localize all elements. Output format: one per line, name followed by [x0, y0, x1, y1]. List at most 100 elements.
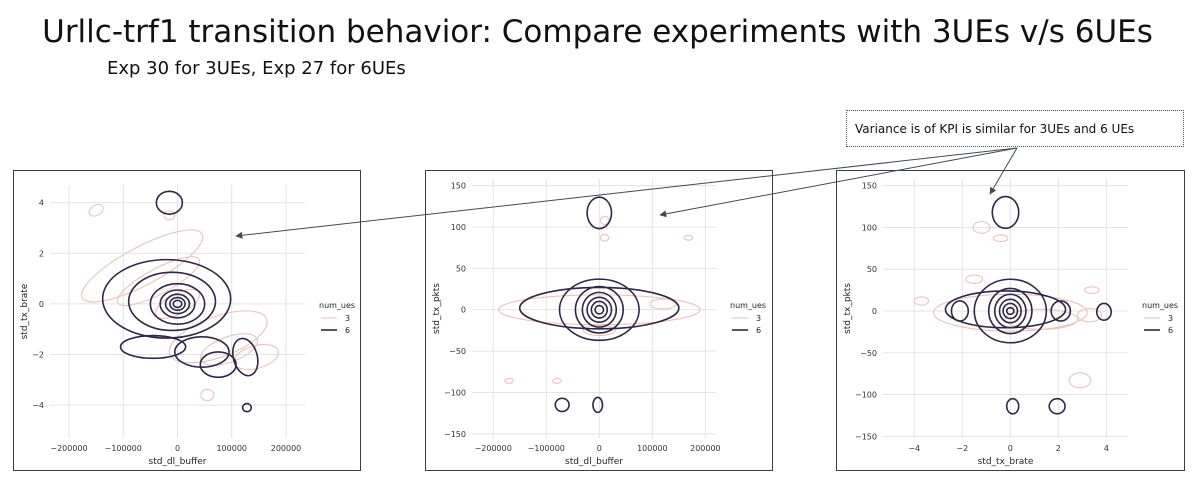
- chart-2: −200000 −100000 0 100000 200000 −150 −100 −50 0 5…: [432, 179, 766, 467]
- c3-legend-label-6: 6: [1168, 326, 1173, 335]
- c1-contour-ues6-1: [127, 271, 217, 332]
- c2-contour-ues3-5: [504, 377, 514, 384]
- c2-xlabel: std_dl_buffer: [565, 457, 623, 467]
- c2-xtick-3: 100000: [637, 444, 668, 453]
- c1-contour-ues6-3: [159, 289, 196, 319]
- c2-legend-label-6: 6: [756, 326, 761, 335]
- c1-contour-ues6-7: [155, 190, 184, 215]
- c3-contour-ues3-6: [992, 234, 1009, 243]
- c1-ytick-2: 0: [39, 300, 44, 309]
- chart-panel-2: −200000 −100000 0 100000 200000 −150 −100 −50 0 5…: [425, 170, 773, 471]
- c3-xtick-1: −2: [956, 444, 968, 453]
- c2-ytick-2: −50: [449, 347, 466, 356]
- c3-contour-ues6-11: [1005, 397, 1020, 415]
- c1-contour-ues6-8: [119, 334, 187, 360]
- c1-contour-ues6-12: [241, 402, 253, 413]
- c1-ytick-1: −2: [32, 351, 44, 360]
- c3-ytick-0: −150: [855, 432, 877, 441]
- c3-contour-ues6-10: [991, 195, 1020, 230]
- c1-xlabel: std_dl_buffer: [149, 457, 207, 467]
- c3-xtick-2: 0: [1008, 444, 1013, 453]
- c3-contour-ues3-7: [1068, 372, 1092, 389]
- c3-contour-ues6-9: [1095, 302, 1112, 321]
- c2-contour-ues6-2: [574, 285, 624, 334]
- slide-title: Urllc-trf1 transition behavior: Compare …: [42, 14, 1153, 50]
- c1-legend-label-6: 6: [345, 326, 350, 335]
- c3-contour-ues6-2: [987, 287, 1033, 335]
- c3-contour-ues6-5: [1002, 302, 1019, 320]
- c2-xtick-0: −200000: [475, 444, 512, 453]
- c3-ytick-1: −100: [855, 391, 877, 400]
- c1-xtick-2: 0: [175, 444, 180, 453]
- c1-contour-ues6-5: [169, 296, 186, 312]
- c1-contour-ues6-0: [101, 258, 232, 339]
- c1-contour-ues3-1: [81, 229, 204, 303]
- c1-contour-ues3-4: [168, 310, 268, 364]
- c1-xtick-1: −100000: [105, 444, 142, 453]
- c3-xtick-0: −4: [908, 444, 920, 453]
- chart-panel-1: −200000 −100000 0 100000 200000 −4 −2 0 2 4 std_dl…: [13, 170, 361, 471]
- c3-contour-ues3-3: [965, 274, 984, 284]
- c2-contour-ues3-4: [683, 234, 694, 241]
- c3-ytick-4: 50: [867, 265, 877, 274]
- c2-contour-ues6-6: [594, 304, 605, 315]
- c1-xtick-3: 100000: [216, 444, 247, 453]
- c1-contour-ues3-2: [116, 256, 201, 307]
- c2-ytick-1: −100: [444, 388, 466, 397]
- c3-legend-title: num_ues: [1142, 301, 1178, 310]
- c3-contour-ues3-5: [972, 221, 991, 234]
- c3-contour-ues6-3: [993, 293, 1027, 329]
- c2-contour-ues3-2: [599, 215, 610, 226]
- c1-contour-ues3-0: [88, 203, 104, 217]
- chart-3: −4 −2 0 2 4 −150 −100 −50 0 50 100 150 std_tx_brate s…: [843, 179, 1178, 467]
- c2-legend-title: num_ues: [730, 301, 766, 310]
- c3-contour-ues6-6: [1005, 306, 1015, 316]
- c3-ytick-2: −50: [860, 349, 877, 358]
- c2-ytick-4: 50: [456, 264, 466, 273]
- c3-contour-ues3-2: [1077, 307, 1103, 323]
- c3-xtick-3: 2: [1056, 444, 1061, 453]
- c1-ytick-4: 4: [39, 199, 44, 208]
- c3-ytick-5: 100: [862, 223, 877, 232]
- c2-contour-ues3-6: [552, 377, 562, 384]
- c1-xtick-4: 200000: [271, 444, 302, 453]
- chart-1: −200000 −100000 0 100000 200000 −4 −2 0 2 4 std_dl…: [20, 185, 355, 467]
- c3-contour-ues3-4: [913, 296, 930, 306]
- arrow-to-chart-1: [235, 147, 1018, 239]
- c2-ylabel: std_tx_pkts: [432, 283, 442, 334]
- c3-xlabel: std_tx_brate: [978, 457, 1034, 467]
- c2-contour-ues6-5: [590, 300, 609, 319]
- c1-ylabel: std_tx_brate: [20, 283, 30, 339]
- c2-contour-ues3-0: [497, 294, 701, 326]
- c1-contour-ues6-6: [172, 299, 183, 309]
- slide-subtitle: Exp 30 for 3UEs, Exp 27 for 6UEs: [107, 58, 406, 79]
- c2-ytick-6: 150: [451, 182, 466, 191]
- callout-box: Variance is of KPI is similar for 3UEs a…: [846, 110, 1184, 147]
- c1-legend-label-3: 3: [345, 314, 350, 323]
- c1-contour-ues6-11: [231, 337, 259, 377]
- c1-contour-ues3-8: [163, 210, 176, 221]
- c2-legend-label-3: 3: [756, 314, 761, 323]
- c3-ytick-3: 0: [872, 307, 877, 316]
- arrow-to-chart-2: [659, 147, 1018, 218]
- c2-ytick-5: 100: [451, 223, 466, 232]
- c2-xtick-4: 200000: [690, 444, 721, 453]
- c1-legend-title: num_ues: [319, 301, 355, 310]
- c2-contour-ues6-8: [554, 397, 570, 413]
- c3-contour-ues6-12: [1048, 397, 1066, 415]
- c2-ytick-3: 0: [461, 306, 466, 315]
- c2-contour-ues3-7: [582, 324, 616, 336]
- c1-ytick-0: −4: [32, 401, 44, 410]
- c3-contour-ues6-4: [998, 298, 1022, 324]
- c1-contour-ues3-7: [200, 388, 215, 402]
- c2-contour-ues6-9: [592, 396, 604, 414]
- c3-contour-ues3-8: [1084, 286, 1100, 295]
- c3-legend-label-3: 3: [1168, 314, 1173, 323]
- c1-contour-ues6-2: [149, 282, 206, 325]
- c3-contour-ues6-7: [950, 300, 970, 322]
- c2-contour-ues6-7: [586, 196, 613, 230]
- c2-xtick-1: −100000: [528, 444, 565, 453]
- c2-contour-ues6-1: [558, 278, 640, 342]
- c3-contour-ues3-1: [1004, 308, 1079, 330]
